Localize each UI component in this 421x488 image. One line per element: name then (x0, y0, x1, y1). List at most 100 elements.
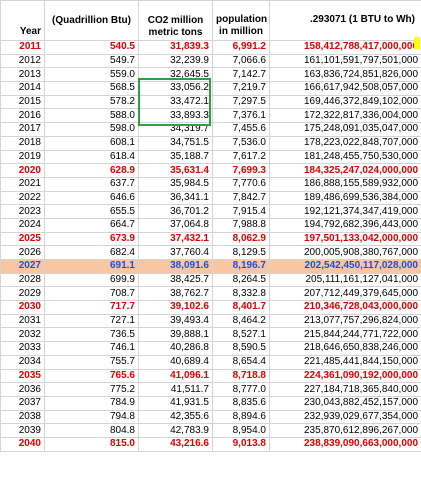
co2-cell[interactable]: 36,701.2 (138, 204, 213, 219)
co2-cell[interactable]: 39,102.6 (138, 300, 213, 315)
co2-cell[interactable]: 41,931.5 (138, 395, 213, 411)
year-cell[interactable]: 2031 (0, 313, 45, 329)
year-cell[interactable]: 2033 (0, 341, 45, 356)
year-cell[interactable]: 2024 (0, 217, 45, 233)
energy-cell[interactable]: 736.5 (44, 327, 139, 343)
energy-cell[interactable]: 717.7 (44, 300, 139, 315)
population-cell[interactable]: 7,915.4 (212, 204, 270, 219)
population-cell[interactable]: 8,129.5 (212, 245, 270, 260)
wh-cell[interactable]: 163,836,724,851,826,000 (269, 67, 421, 83)
year-cell[interactable]: 2011 (0, 40, 45, 55)
energy-cell[interactable]: 804.8 (44, 423, 139, 438)
wh-cell[interactable]: 189,486,699,536,384,000 (269, 190, 421, 206)
population-cell[interactable]: 8,062.9 (212, 231, 270, 247)
co2-cell[interactable]: 31,839.3 (138, 40, 213, 55)
year-cell[interactable]: 2032 (0, 327, 45, 343)
population-cell[interactable]: 7,617.2 (212, 149, 270, 165)
co2-cell[interactable]: 37,760.4 (138, 245, 213, 260)
population-cell[interactable]: 8,835.6 (212, 395, 270, 411)
year-cell[interactable]: 2035 (0, 368, 45, 384)
co2-cell[interactable]: 38,425.7 (138, 272, 213, 288)
wh-cell[interactable]: 215,844,244,771,722,000 (269, 327, 421, 343)
population-cell[interactable]: 8,332.8 (212, 286, 270, 302)
co2-cell[interactable]: 39,888.1 (138, 327, 213, 343)
header-year[interactable]: Year (0, 0, 45, 41)
wh-cell[interactable]: 169,446,372,849,102,000 (269, 94, 421, 110)
header-energy[interactable]: (Quadrillion Btu) (44, 0, 139, 41)
co2-cell[interactable]: 43,216.6 (138, 436, 213, 452)
co2-cell[interactable]: 34,319.7 (138, 122, 213, 137)
co2-cell[interactable]: 39,493.4 (138, 313, 213, 329)
population-cell[interactable]: 7,142.7 (212, 67, 270, 83)
wh-cell[interactable]: 221,485,441,844,150,000 (269, 354, 421, 370)
population-cell[interactable]: 8,777.0 (212, 382, 270, 397)
energy-cell[interactable]: 775.2 (44, 382, 139, 397)
wh-cell[interactable]: 235,870,612,896,267,000 (269, 423, 421, 438)
wh-cell[interactable]: 181,248,455,750,530,000 (269, 149, 421, 165)
year-cell[interactable]: 2027 (0, 259, 45, 274)
wh-cell[interactable]: 238,839,090,663,000,000 (269, 436, 421, 452)
year-cell[interactable]: 2037 (0, 395, 45, 411)
population-cell[interactable]: 8,264.5 (212, 272, 270, 288)
co2-cell[interactable]: 41,511.7 (138, 382, 213, 397)
population-cell[interactable]: 7,536.0 (212, 135, 270, 151)
year-cell[interactable]: 2034 (0, 354, 45, 370)
wh-cell[interactable]: 192,121,374,347,419,000 (269, 204, 421, 219)
wh-cell[interactable]: 202,542,450,117,028,000 (269, 259, 421, 274)
year-cell[interactable]: 2025 (0, 231, 45, 247)
header-population[interactable]: population in million (212, 0, 270, 41)
co2-cell[interactable]: 33,893.3 (138, 108, 213, 124)
year-cell[interactable]: 2017 (0, 122, 45, 137)
wh-cell[interactable]: 172,322,817,336,004,000 (269, 108, 421, 124)
energy-cell[interactable]: 746.1 (44, 341, 139, 356)
co2-cell[interactable]: 35,188.7 (138, 149, 213, 165)
energy-cell[interactable]: 646.6 (44, 190, 139, 206)
year-cell[interactable]: 2013 (0, 67, 45, 83)
wh-cell[interactable]: 210,346,728,043,000,000 (269, 300, 421, 315)
population-cell[interactable]: 7,066.6 (212, 53, 270, 69)
year-cell[interactable]: 2021 (0, 176, 45, 192)
energy-cell[interactable]: 682.4 (44, 245, 139, 260)
wh-cell[interactable]: 200,005,908,380,767,000 (269, 245, 421, 260)
population-cell[interactable]: 7,770.6 (212, 176, 270, 192)
population-cell[interactable]: 7,988.8 (212, 217, 270, 233)
co2-cell[interactable]: 40,286.8 (138, 341, 213, 356)
wh-cell[interactable]: 205,111,161,127,041,000 (269, 272, 421, 288)
co2-cell[interactable]: 32,239.9 (138, 53, 213, 69)
co2-cell[interactable]: 42,783.9 (138, 423, 213, 438)
co2-cell[interactable]: 33,056.2 (138, 81, 213, 96)
energy-cell[interactable]: 628.9 (44, 163, 139, 178)
population-cell[interactable]: 8,954.0 (212, 423, 270, 438)
population-cell[interactable]: 7,297.5 (212, 94, 270, 110)
energy-cell[interactable]: 673.9 (44, 231, 139, 247)
energy-cell[interactable]: 765.6 (44, 368, 139, 384)
energy-cell[interactable]: 755.7 (44, 354, 139, 370)
co2-cell[interactable]: 41,096.1 (138, 368, 213, 384)
population-cell[interactable]: 8,196.7 (212, 259, 270, 274)
energy-cell[interactable]: 708.7 (44, 286, 139, 302)
energy-cell[interactable]: 540.5 (44, 40, 139, 55)
wh-cell[interactable]: 186,888,155,589,932,000 (269, 176, 421, 192)
co2-cell[interactable]: 37,064.8 (138, 217, 213, 233)
wh-cell[interactable]: 194,792,682,396,443,000 (269, 217, 421, 233)
energy-cell[interactable]: 664.7 (44, 217, 139, 233)
year-cell[interactable]: 2023 (0, 204, 45, 219)
population-cell[interactable]: 9,013.8 (212, 436, 270, 452)
population-cell[interactable]: 7,219.7 (212, 81, 270, 96)
population-cell[interactable]: 7,376.1 (212, 108, 270, 124)
co2-cell[interactable]: 42,355.6 (138, 409, 213, 425)
population-cell[interactable]: 8,464.2 (212, 313, 270, 329)
population-cell[interactable]: 8,654.4 (212, 354, 270, 370)
population-cell[interactable]: 8,718.8 (212, 368, 270, 384)
co2-cell[interactable]: 40,689.4 (138, 354, 213, 370)
population-cell[interactable]: 8,894.6 (212, 409, 270, 425)
energy-cell[interactable]: 727.1 (44, 313, 139, 329)
wh-cell[interactable]: 213,077,757,296,824,000 (269, 313, 421, 329)
wh-cell[interactable]: 218,646,650,838,246,000 (269, 341, 421, 356)
wh-cell[interactable]: 232,939,029,677,354,000 (269, 409, 421, 425)
year-cell[interactable]: 2026 (0, 245, 45, 260)
energy-cell[interactable]: 618.4 (44, 149, 139, 165)
population-cell[interactable]: 8,527.1 (212, 327, 270, 343)
energy-cell[interactable]: 655.5 (44, 204, 139, 219)
co2-cell[interactable]: 38,091.6 (138, 259, 213, 274)
